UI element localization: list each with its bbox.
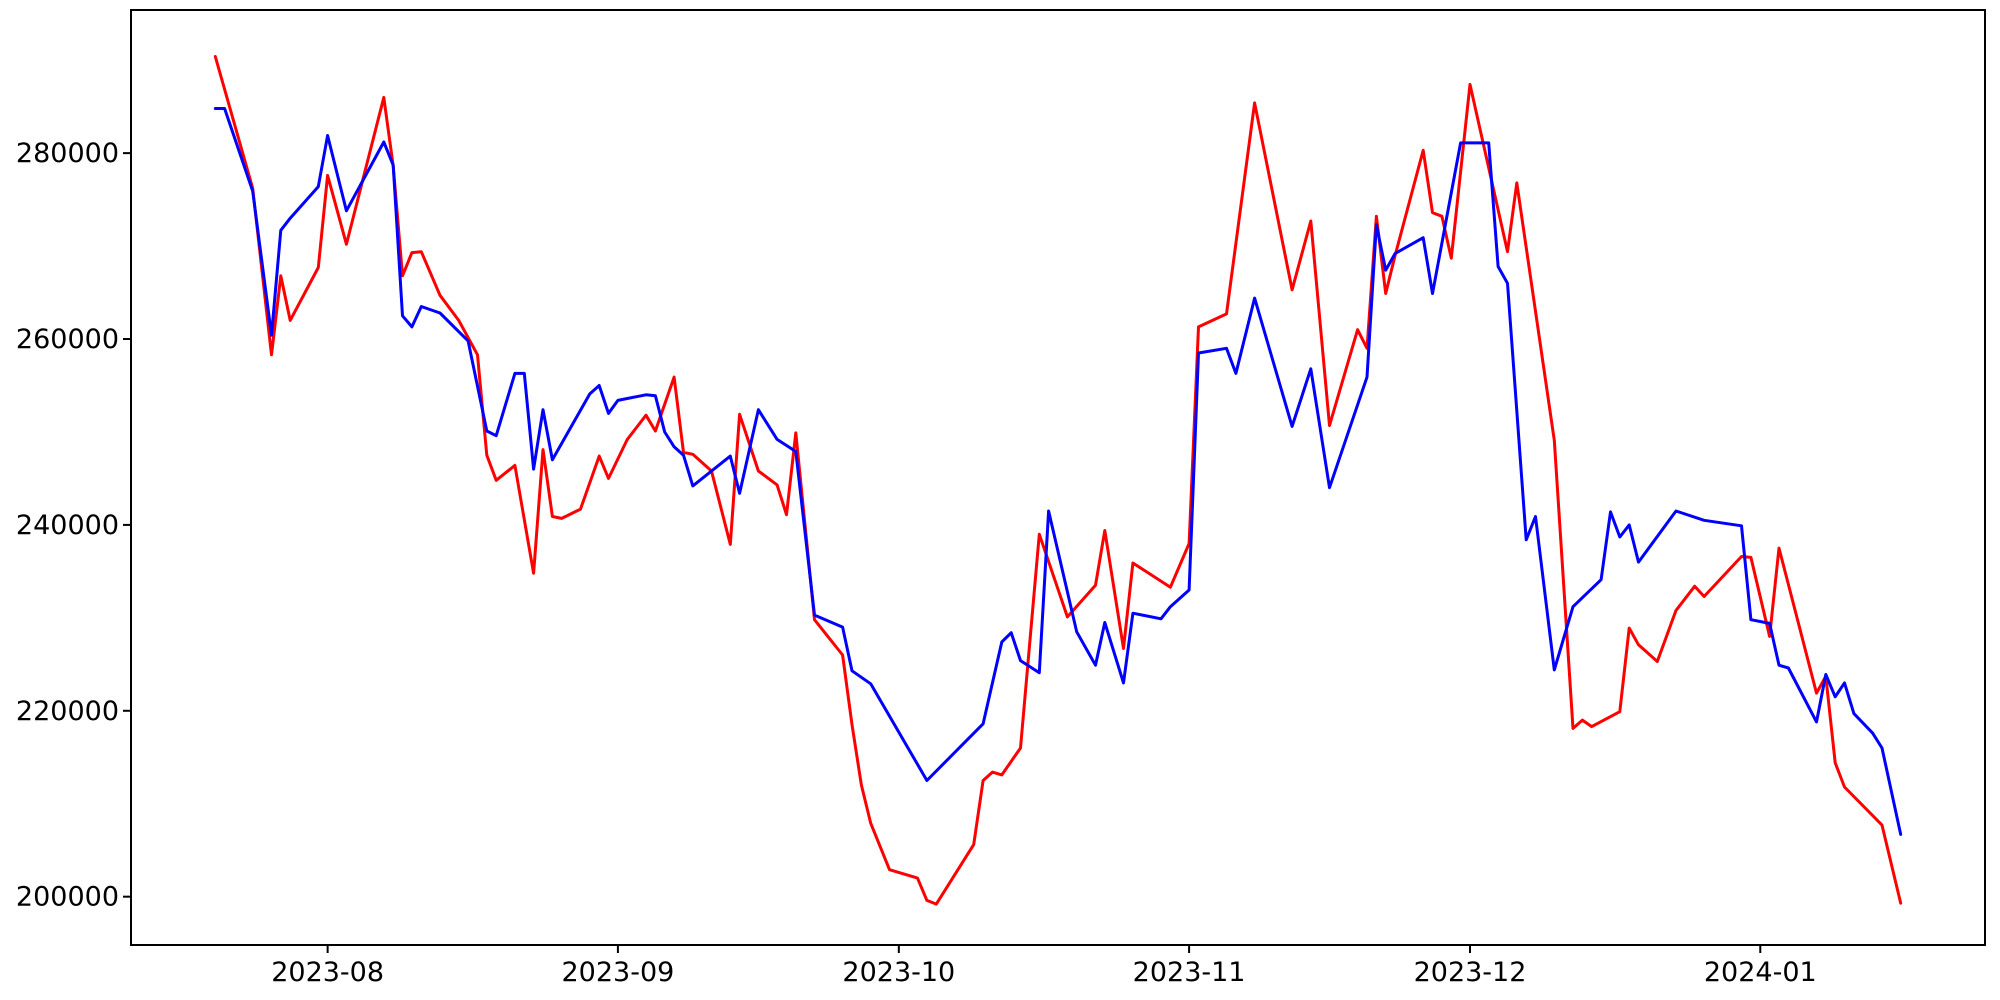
y-tick-label: 260000 xyxy=(16,324,119,355)
y-tick-label: 200000 xyxy=(16,882,119,913)
x-tick-label: 2023-12 xyxy=(1414,957,1527,988)
x-tick-label: 2023-10 xyxy=(842,957,955,988)
y-axis: 200000 220000 240000 260000 280000 xyxy=(16,138,131,913)
y-tick-label: 240000 xyxy=(16,510,119,541)
plot-border xyxy=(130,9,1986,946)
y-tick-label: 220000 xyxy=(16,696,119,727)
red-series-line xyxy=(213,55,1903,906)
x-tick-label: 2023-08 xyxy=(271,957,384,988)
y-tick-label: 280000 xyxy=(16,138,119,169)
blue-series-line xyxy=(213,107,1903,836)
x-axis: 2023-08 2023-09 2023-10 2023-11 2023-12 2024-… xyxy=(271,945,1817,988)
x-tick-label: 2023-09 xyxy=(562,957,675,988)
x-tick-label: 2024-01 xyxy=(1704,957,1817,988)
x-tick-label: 2023-11 xyxy=(1133,957,1246,988)
